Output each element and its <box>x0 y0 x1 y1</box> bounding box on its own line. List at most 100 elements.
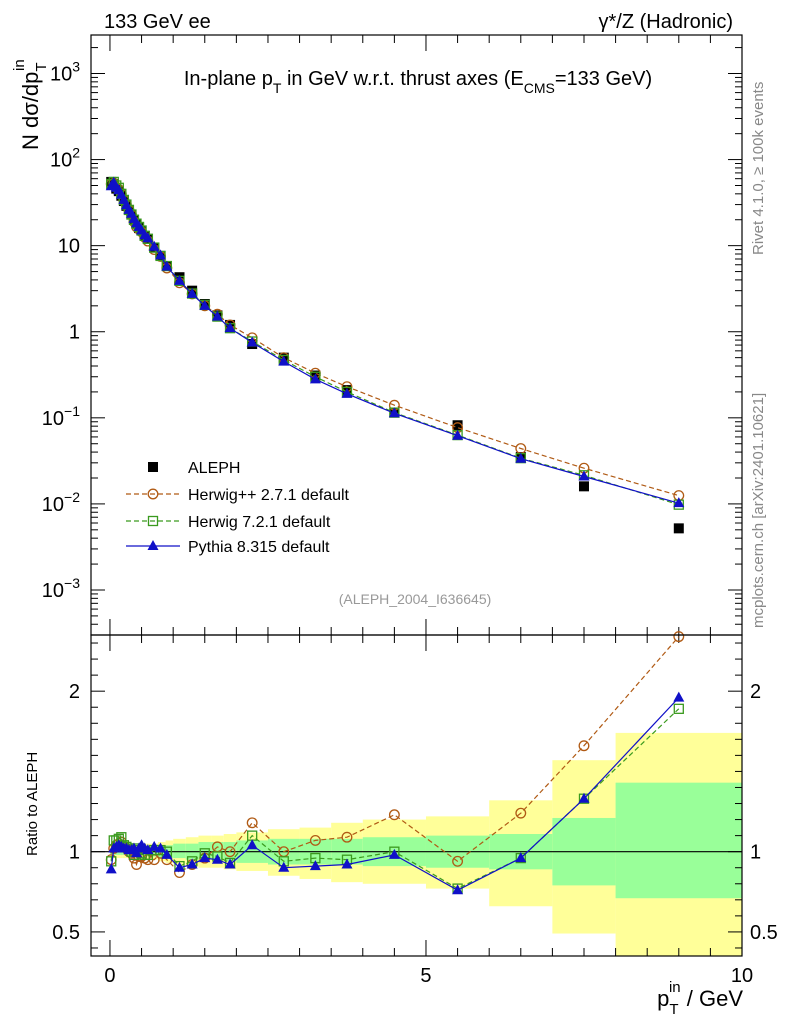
pythia-ratio-point <box>278 861 290 872</box>
pythia-ratio-point <box>155 842 167 853</box>
pythia-point <box>388 407 400 418</box>
y-tick-label: 10 <box>58 236 80 258</box>
pythia-point <box>186 287 198 298</box>
y-tick-label: 10−2 <box>42 489 80 516</box>
legend-label: ALEPH <box>188 460 240 477</box>
pythia-ratio-point <box>105 863 117 874</box>
y-tick-label: 10−3 <box>42 575 80 602</box>
ratio-y-tick-label-right: 1 <box>750 842 761 864</box>
x-tick-label: 10 <box>731 965 753 987</box>
y-tick-label: 103 <box>50 58 80 85</box>
pythia-point <box>173 274 185 285</box>
pythia-ratio-point <box>341 858 353 869</box>
ratio-uncertainty-bands <box>109 732 742 956</box>
x-tick-label: 5 <box>420 965 431 987</box>
ratio-plot-area <box>105 631 685 895</box>
title-sub-cms: CMS <box>524 80 555 96</box>
main-y-label-sub: T <box>33 63 50 72</box>
title-part-c: =133 GeV) <box>555 68 652 90</box>
ratio-y-axis-label: Ratio to ALEPH <box>24 752 41 856</box>
legend-item-herwig-7-2-1-default: Herwig 7.2.1 default <box>126 514 331 531</box>
legend-marker <box>147 488 159 500</box>
pythia-ratio-point <box>452 884 464 895</box>
pythia-point <box>224 322 236 333</box>
pythia-point <box>278 355 290 366</box>
ratio-axes: 0.5 0.5 1 1 2 2 0 5 10 <box>52 635 778 987</box>
pythia-point <box>211 310 223 321</box>
series-herwigpp <box>105 177 685 502</box>
pythia-ratio-point <box>224 858 236 869</box>
herwigpp-ratio-point <box>341 831 353 843</box>
aleph-point <box>673 523 684 534</box>
pythia-ratio-point <box>173 861 185 872</box>
ratio-series-pythia <box>105 691 685 895</box>
legend-label: Herwig 7.2.1 default <box>188 514 331 531</box>
herwigpp-ratio-point <box>578 740 590 752</box>
x-label-main: p <box>657 986 669 1011</box>
legend-marker <box>147 515 159 527</box>
legend-item-aleph: ALEPH <box>148 460 240 477</box>
header-right-label: γ*/Z (Hadronic) <box>599 11 733 33</box>
herwigpp-ratio-point <box>673 631 685 643</box>
herwig7-ratio-point <box>673 703 684 714</box>
main-y-label-sup: in <box>11 59 28 71</box>
legend-label: Pythia 8.315 default <box>188 539 330 556</box>
main-y-axis-label: N dσ/dpTin <box>11 59 50 150</box>
pythia-ratio-point <box>673 691 685 702</box>
y-tick-label: 10−1 <box>42 403 80 430</box>
main-y-label-main: N dσ/dp <box>18 72 43 150</box>
title-part-b: in GeV w.r.t. thrust axes (E <box>281 68 523 90</box>
pythia-point <box>452 429 464 440</box>
pythia-ratio-point <box>578 792 590 803</box>
legend-marker <box>147 540 159 550</box>
x-axis-label: pTin / GeV <box>657 979 743 1018</box>
inner-uncertainty-band <box>211 842 224 860</box>
pythia-ratio-point <box>199 852 211 863</box>
legend-marker <box>148 462 158 472</box>
pythia-point <box>246 336 258 347</box>
series-pythia <box>105 176 685 508</box>
herwigpp-ratio-point <box>309 834 321 846</box>
inner-uncertainty-band <box>173 843 186 859</box>
pythia-point <box>148 240 160 251</box>
pythia-point <box>673 497 685 508</box>
pythia-ratio-point <box>148 840 160 851</box>
legend-item-herwig-2-7-1-default: Herwig++ 2.7.1 default <box>126 487 350 504</box>
analysis-watermark: (ALEPH_2004_I636645) <box>339 591 492 607</box>
x-label-sub: T <box>669 1001 678 1018</box>
pythia-ratio-point <box>388 848 400 859</box>
ratio-y-tick-label-right: 2 <box>750 681 761 703</box>
rivet-version-label: Rivet 4.1.0, ≥ 100k events <box>750 82 767 255</box>
mcplots-label: mcplots.cern.ch [arXiv:2401.10621] <box>750 393 767 628</box>
pythia-ratio-point <box>515 852 527 863</box>
herwigpp-ratio-point <box>452 855 464 867</box>
herwigpp-ratio-point <box>515 807 527 819</box>
y-tick-label: 102 <box>50 145 80 172</box>
main-axes: 10−3 10−2 10−1 1 10 102 103 <box>42 35 743 636</box>
ratio-frame <box>90 634 743 957</box>
herwigpp-ratio-point <box>224 846 236 858</box>
herwigpp-ratio-point <box>246 817 258 829</box>
aleph-point <box>452 420 463 431</box>
pythia-ratio-point <box>142 844 154 855</box>
pythia-ratio-point <box>246 839 258 850</box>
header-left-label: 133 GeV ee <box>104 11 211 33</box>
pythia-ratio-point <box>309 860 321 871</box>
pythia-ratio-point <box>211 853 223 864</box>
inner-uncertainty-band <box>615 782 742 899</box>
ratio-y-tick-label-left: 0.5 <box>52 922 80 944</box>
pythia-line <box>110 181 679 504</box>
pythia-point <box>578 470 590 481</box>
pythia-point <box>341 387 353 398</box>
pythia-point <box>161 260 173 271</box>
main-plot-area <box>105 176 685 534</box>
legend-label: Herwig++ 2.7.1 default <box>188 487 350 504</box>
herwig7-line <box>110 181 679 506</box>
herwigpp-ratio-point <box>388 809 400 821</box>
x-tick-label: 0 <box>104 965 115 987</box>
pythia-ratio-point <box>186 858 198 869</box>
aleph-point <box>578 481 589 492</box>
pythia-point <box>199 299 211 310</box>
ratio-y-tick-label-right: 0.5 <box>750 922 778 944</box>
